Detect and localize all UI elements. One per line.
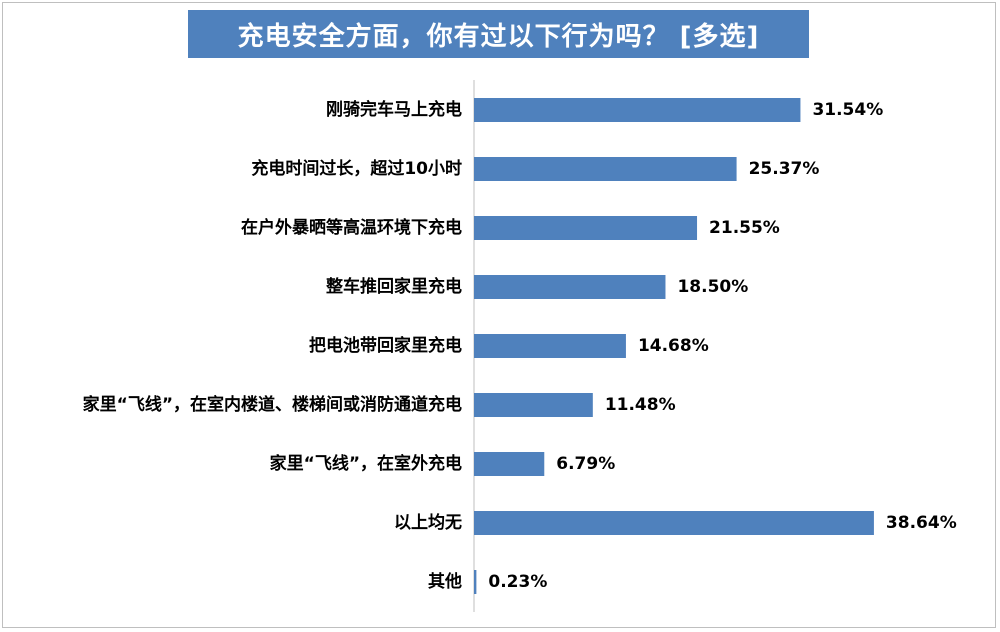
category-label: 家里“飞线”，在室外充电 [270, 453, 462, 474]
value-label: 38.64% [886, 513, 957, 533]
bar [474, 157, 737, 181]
bar [474, 275, 666, 299]
value-label: 0.23% [488, 572, 547, 592]
chart-title: 充电安全方面，你有过以下行为吗？ [多选] [237, 21, 760, 52]
category-label: 其他 [428, 571, 462, 592]
bar [474, 570, 477, 594]
bar [474, 452, 545, 476]
bar [474, 511, 874, 535]
chart-title-banner: 充电安全方面，你有过以下行为吗？ [多选] [188, 10, 809, 58]
value-label: 6.79% [556, 454, 615, 474]
bar [474, 98, 801, 122]
value-label: 14.68% [638, 336, 709, 356]
category-label: 把电池带回家里充电 [309, 335, 462, 356]
value-label: 11.48% [605, 395, 676, 415]
bar [474, 334, 626, 358]
value-label: 21.55% [709, 218, 780, 238]
category-label: 整车推回家里充电 [326, 276, 462, 297]
value-label: 25.37% [749, 159, 820, 179]
value-label: 31.54% [812, 100, 883, 120]
value-label: 18.50% [677, 277, 748, 297]
category-label: 刚骑完车马上充电 [326, 99, 462, 120]
category-label: 在户外暴晒等高温环境下充电 [241, 217, 462, 238]
bar [474, 216, 698, 240]
category-label: 以上均无 [394, 512, 462, 533]
category-label: 家里“飞线”，在室内楼道、楼梯间或消防通道充电 [83, 394, 462, 415]
bar [474, 393, 593, 417]
category-label: 充电时间过长，超过10小时 [251, 158, 462, 179]
